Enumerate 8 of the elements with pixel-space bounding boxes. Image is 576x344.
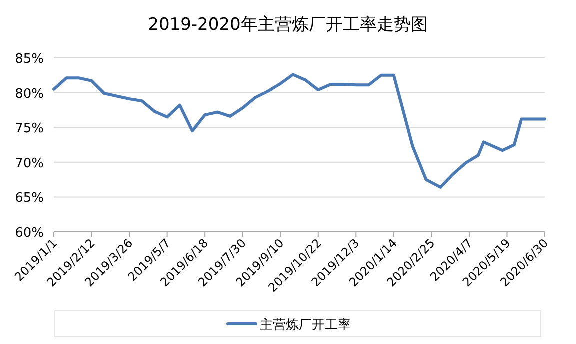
chart-title: 2019-2020年主营炼厂开工率走势图 <box>148 15 428 35</box>
y-tick-label: 65% <box>15 191 44 206</box>
y-tick-label: 60% <box>15 226 44 241</box>
y-tick-label: 85% <box>15 52 44 67</box>
y-tick-label: 75% <box>15 122 44 137</box>
legend-label: 主营炼厂开工率 <box>260 317 351 333</box>
y-tick-label: 80% <box>15 86 44 102</box>
y-tick-label: 70% <box>15 156 44 172</box>
